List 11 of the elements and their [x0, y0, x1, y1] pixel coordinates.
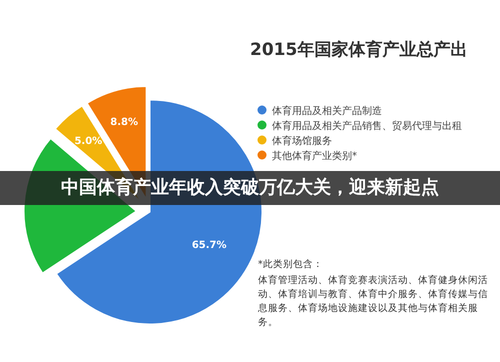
text: *此类别包含： — [258, 258, 323, 271]
data-label: 5.0% — [74, 136, 102, 148]
text: 中国体育产业年收入突破万亿大关，迎来新起点 — [0, 171, 500, 205]
data-label: 8.8% — [110, 116, 138, 128]
data-label: 65.7% — [192, 240, 227, 251]
text: 体育管理活动、体育竞赛表演活动、体育健身休闲活动、体育培训与教育、体育中介服务、体育传媒与信息服务、体育场地设施建设以及其他与体育相关服务。 — [258, 274, 489, 330]
legend-label: 其他体育产业类别* — [272, 150, 357, 163]
chart-title: 2015年国家体育产业总产出 — [250, 39, 468, 61]
legend-label: 体育场馆服务 — [272, 134, 332, 148]
legend-label: 体育用品及相关产品制造 — [272, 104, 382, 118]
legend-label: 体育用品及相关产品销售、贸易代理与出租 — [272, 120, 462, 133]
